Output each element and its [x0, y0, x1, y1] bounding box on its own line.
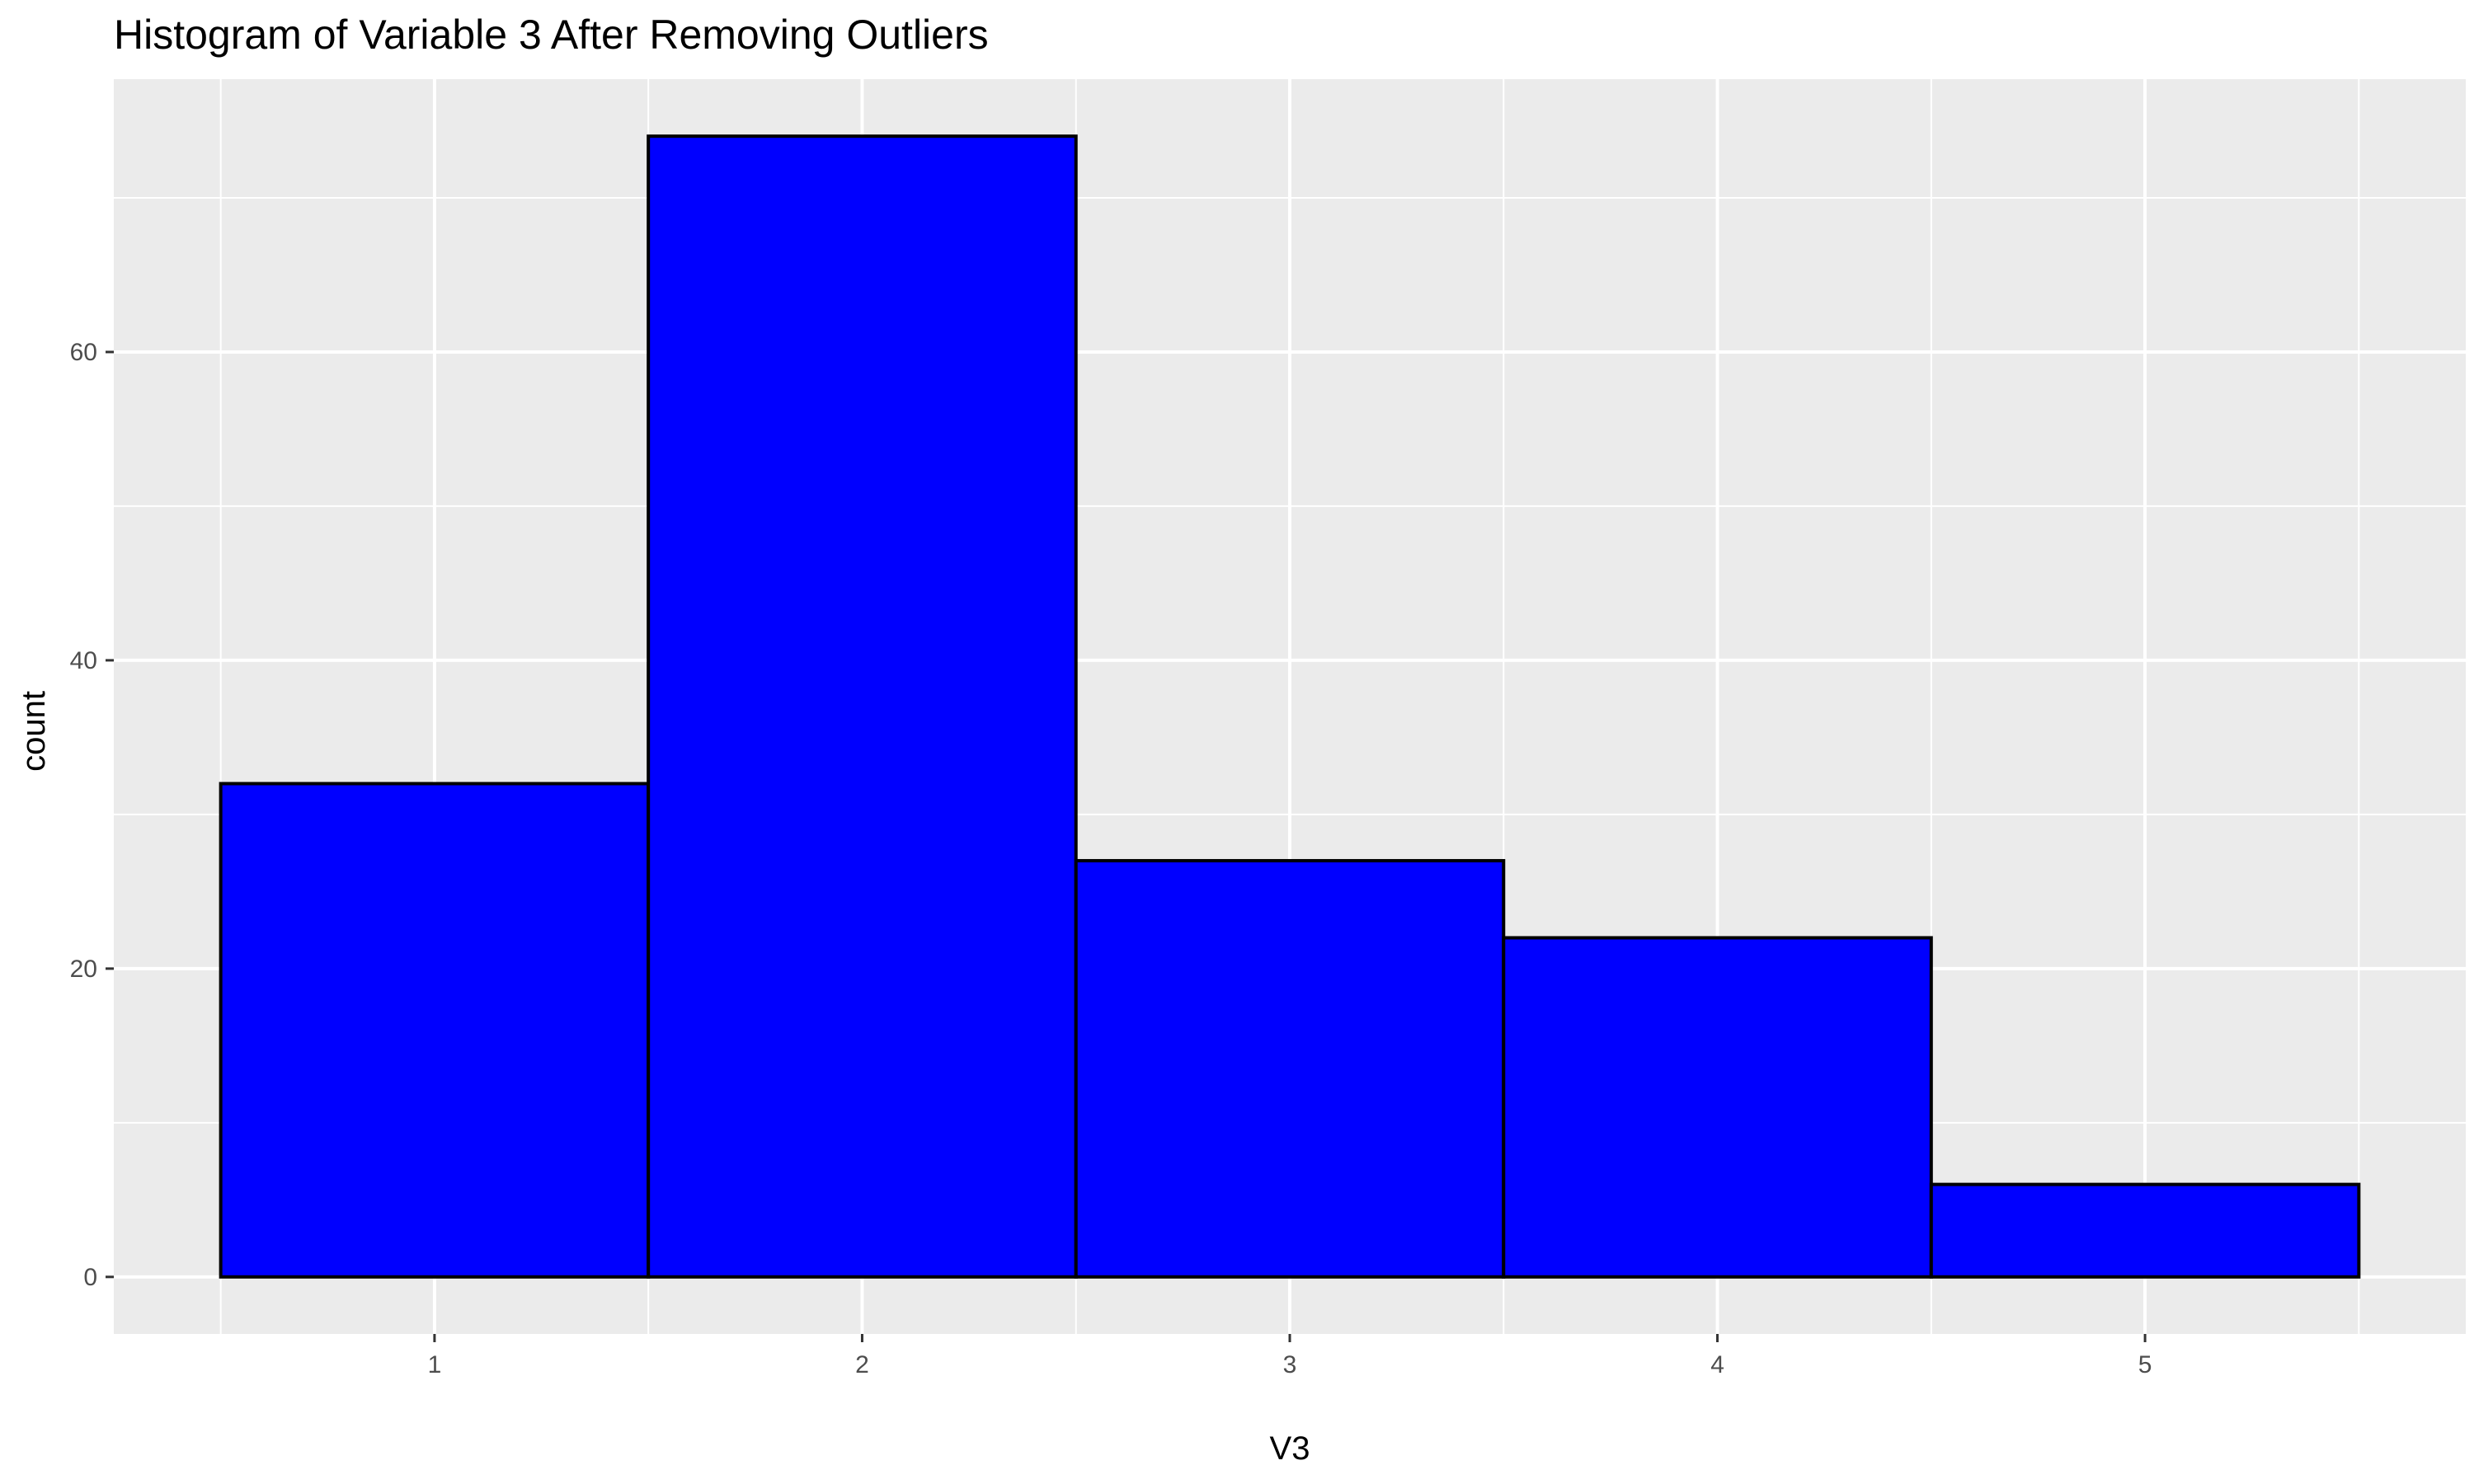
y-axis-title: count	[16, 691, 52, 772]
y-axis: 0 20 40 60	[70, 339, 114, 1291]
x-tick-label: 2	[855, 1351, 869, 1378]
y-tick-label: 0	[83, 1264, 97, 1291]
y-tick-label: 20	[70, 956, 97, 983]
x-tick-label: 4	[1710, 1351, 1724, 1378]
x-tick-label: 3	[1283, 1351, 1297, 1378]
histogram-bar	[1929, 1182, 2361, 1279]
histogram-bar	[647, 134, 1078, 1279]
x-tick-label: 1	[428, 1351, 442, 1378]
chart-title: Histogram of Variable 3 After Removing O…	[114, 12, 989, 58]
histogram-bar	[219, 782, 651, 1279]
x-tick-label: 5	[2138, 1351, 2152, 1378]
histogram-bar	[1074, 858, 1506, 1279]
x-axis-title: V3	[1270, 1430, 1310, 1467]
y-tick-label: 40	[70, 647, 97, 674]
histogram-bar	[1502, 936, 1933, 1279]
histogram-bars	[219, 134, 2361, 1279]
x-axis: 1 2 3 4 5	[428, 1334, 2152, 1378]
y-tick-label: 60	[70, 339, 97, 366]
